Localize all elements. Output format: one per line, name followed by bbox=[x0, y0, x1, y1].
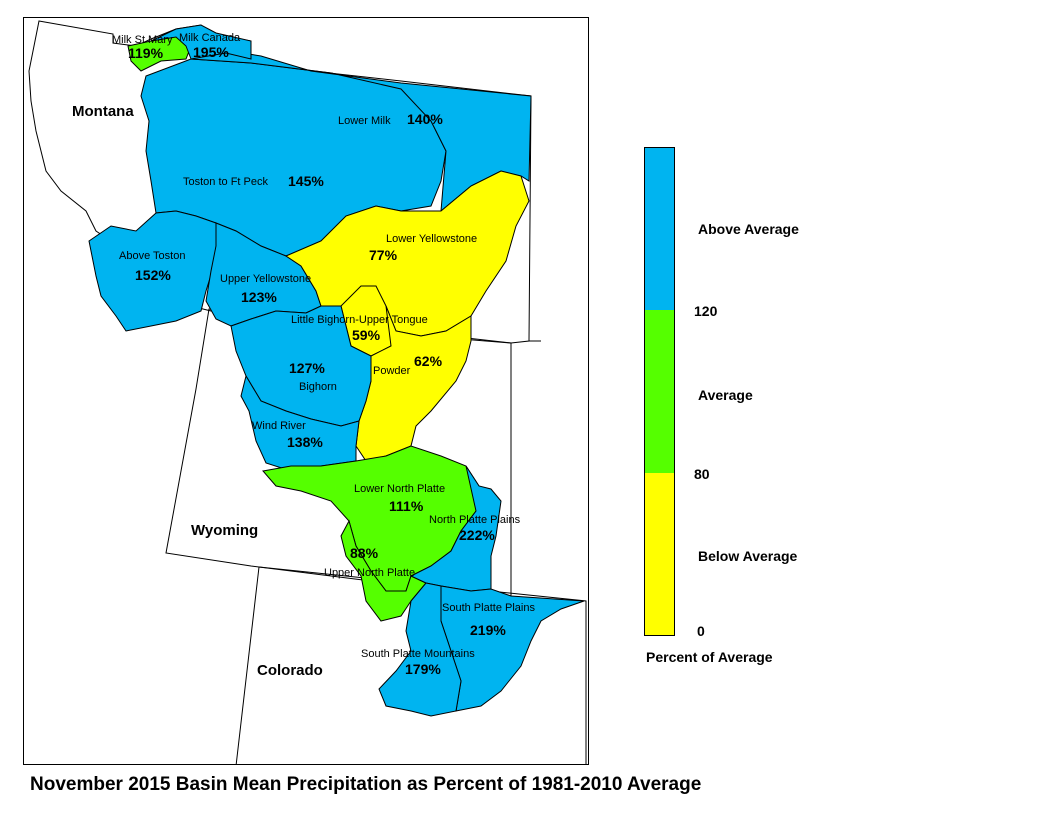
basin-pct-south-platte-plains: 219% bbox=[470, 622, 506, 638]
basin-pct-lower-yellowstone: 77% bbox=[369, 247, 398, 263]
legend-title: Percent of Average bbox=[646, 649, 773, 665]
legend-tick-0: 0 bbox=[697, 623, 705, 639]
basin-pct-milk-canada: 195% bbox=[193, 44, 229, 60]
figure-title: November 2015 Basin Mean Precipitation a… bbox=[30, 774, 702, 795]
basin-name-little-bighorn: Little Bighorn-Upper Tongue bbox=[291, 314, 428, 326]
basin-name-powder: Powder bbox=[373, 365, 411, 377]
legend-band-above bbox=[645, 148, 674, 310]
basin-milk-canada[interactable] bbox=[150, 24, 252, 60]
state-label-colorado: Colorado bbox=[257, 662, 323, 679]
basin-name-milk-canada: Milk Canada bbox=[179, 32, 241, 44]
basin-pct-south-platte-mountains: 179% bbox=[405, 661, 441, 677]
basin-name-wind-river: Wind River bbox=[252, 420, 306, 432]
basin-pct-little-bighorn: 59% bbox=[352, 327, 381, 343]
basin-pct-wind-river: 138% bbox=[287, 434, 323, 450]
basin-name-bighorn: Bighorn bbox=[299, 381, 337, 393]
basin-pct-lower-north-platte: 111% bbox=[389, 498, 424, 514]
basin-pct-north-platte-plains: 222% bbox=[459, 527, 495, 543]
basin-name-south-platte-plains: South Platte Plains bbox=[442, 602, 535, 614]
basin-name-lower-yellowstone: Lower Yellowstone bbox=[386, 233, 477, 245]
legend-band-below bbox=[645, 473, 674, 635]
legend-color-bar bbox=[644, 147, 675, 636]
legend-label-average: Average bbox=[698, 387, 753, 403]
map-frame: Montana Wyoming Colorado Milk St Mary 11… bbox=[23, 17, 589, 765]
legend-tick-120: 120 bbox=[694, 303, 718, 319]
legend-label-above: Above Average bbox=[698, 221, 799, 237]
basin-pct-upper-north-platte: 88% bbox=[350, 545, 379, 561]
basin-pct-milk-st-mary: 119% bbox=[128, 45, 164, 61]
basin-south-platte-mountains[interactable] bbox=[378, 582, 462, 717]
legend-tick-80: 80 bbox=[694, 466, 710, 482]
basin-name-above-toston: Above Toston bbox=[119, 250, 185, 262]
basin-name-upper-north-platte: Upper North Platte bbox=[324, 567, 415, 579]
basin-pct-above-toston: 152% bbox=[135, 267, 171, 283]
basin-map: Montana Wyoming Colorado Milk St Mary 11… bbox=[28, 20, 587, 764]
basin-name-lower-milk: Lower Milk bbox=[338, 115, 391, 127]
basin-pct-lower-milk: 140% bbox=[407, 111, 443, 127]
basin-pct-powder: 62% bbox=[414, 353, 443, 369]
basin-pct-toston-ft-peck: 145% bbox=[288, 173, 324, 189]
basin-name-milk-st-mary: Milk St Mary bbox=[112, 34, 173, 46]
basin-name-lower-north-platte: Lower North Platte bbox=[354, 483, 445, 495]
legend-band-average bbox=[645, 310, 674, 473]
basin-pct-upper-yellowstone: 123% bbox=[241, 289, 277, 305]
basin-name-upper-yellowstone: Upper Yellowstone bbox=[220, 273, 311, 285]
legend-label-below: Below Average bbox=[698, 548, 798, 564]
basin-name-north-platte-plains: North Platte Plains bbox=[429, 514, 521, 526]
basin-name-south-platte-mountains: South Platte Mountains bbox=[361, 648, 475, 660]
state-label-wyoming: Wyoming bbox=[191, 522, 258, 539]
basin-pct-bighorn: 127% bbox=[289, 360, 325, 376]
basin-name-toston-ft-peck: Toston to Ft Peck bbox=[183, 176, 268, 188]
state-label-montana: Montana bbox=[72, 103, 134, 120]
